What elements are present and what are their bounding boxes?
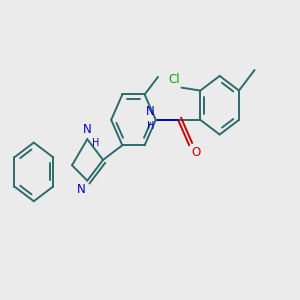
Text: H: H [148, 121, 155, 131]
Text: H: H [92, 138, 100, 148]
Text: N: N [77, 183, 85, 196]
Text: O: O [191, 146, 200, 160]
Text: N: N [146, 105, 155, 118]
Text: Cl: Cl [169, 74, 180, 86]
Text: N: N [83, 123, 92, 136]
